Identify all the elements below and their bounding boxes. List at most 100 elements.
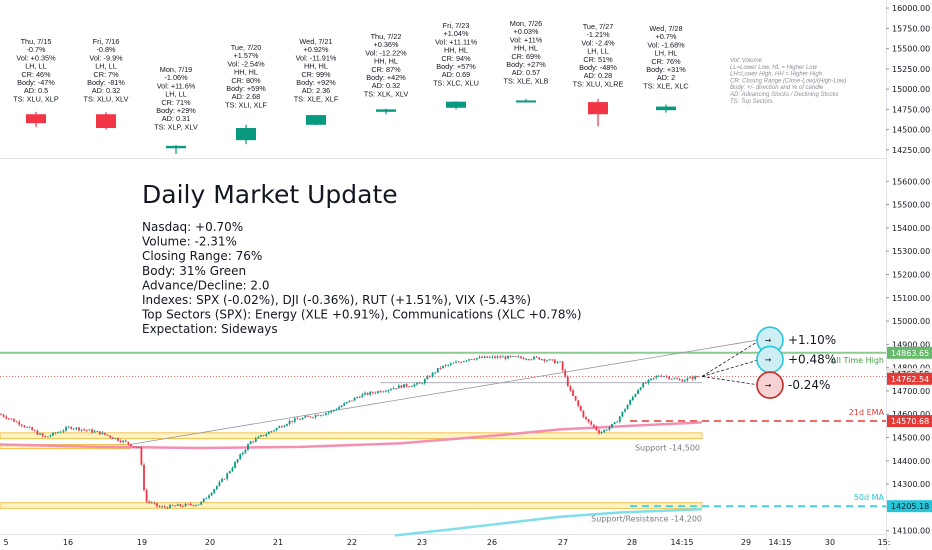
intraday-candle-body — [392, 388, 395, 390]
candle-annotation-line: CR: 51% — [583, 55, 613, 64]
intraday-candle-body — [603, 429, 606, 433]
candle-annotation-line: LH, LL — [95, 62, 117, 71]
intraday-candle-body — [626, 404, 629, 410]
candle-annotation-line: -1.21% — [586, 30, 610, 39]
update-line: Closing Range: 76% — [142, 249, 262, 263]
candle-annotation-line: Wed, 7/28 — [649, 24, 682, 33]
projection-label: +1.10% — [788, 333, 836, 347]
candle-annotation-line: AD: 0.57 — [512, 68, 540, 77]
intraday-candle-body — [418, 382, 421, 384]
legend-note-line: Vol: Volume — [730, 58, 763, 64]
lower-y-tick-label: 14300.00 — [892, 480, 930, 489]
intraday-candle-body — [517, 356, 520, 358]
intraday-candle-body — [530, 359, 533, 361]
projection-dash — [701, 339, 761, 377]
intraday-candle-body — [106, 434, 109, 436]
intraday-candle-body — [221, 478, 223, 482]
intraday-candle-body — [10, 418, 13, 420]
candle-annotation-line: AD: 0.32 — [372, 81, 400, 90]
lower-y-tick-label: 15400.00 — [892, 224, 930, 233]
intraday-candle-body — [78, 427, 80, 431]
intraday-candle-body — [187, 503, 190, 505]
intraday-candle-body — [163, 506, 166, 508]
update-line: Indexes: SPX (-0.02%), DJI (-0.36%), RUT… — [142, 293, 531, 307]
intraday-candle-body — [387, 389, 390, 392]
daily-candle-group — [446, 101, 466, 110]
intraday-candle-body — [475, 358, 478, 360]
candle-annotation-line: TS: XLE, XLB — [503, 76, 548, 85]
intraday-candle-body — [236, 459, 239, 463]
upper-y-tick-label: 16000.00 — [892, 4, 930, 13]
price-tag-bg — [887, 346, 932, 359]
intraday-candle-body — [65, 427, 67, 431]
intraday-candle-body — [540, 359, 543, 360]
intraday-candles — [0, 354, 699, 510]
intraday-candle-body — [299, 419, 301, 421]
intraday-candle-body — [556, 362, 559, 364]
intraday-candle-body — [67, 426, 70, 428]
intraday-candle-body — [460, 361, 463, 363]
price-tag-text: 14205.18 — [891, 502, 929, 511]
intraday-candle-body — [192, 504, 195, 506]
candle-annotation-line: -1.06% — [164, 73, 188, 82]
intraday-candle-body — [486, 356, 489, 358]
intraday-candle-body — [535, 356, 538, 358]
intraday-candle-body — [514, 356, 517, 357]
intraday-candle-body — [46, 436, 49, 438]
daily-candle-body — [236, 128, 256, 141]
intraday-candle-body — [369, 391, 372, 395]
intraday-candle-body — [288, 420, 291, 425]
intraday-candle-body — [127, 441, 130, 445]
intraday-candle-body — [395, 388, 398, 389]
candle-annotation-line: Fri, 7/23 — [443, 21, 470, 30]
candle-annotation-line: TS: XLU, XLV — [84, 94, 129, 103]
intraday-candle-body — [522, 357, 525, 360]
intraday-candle-body — [195, 505, 197, 506]
candle-annotation-line: Vol: +0.35% — [16, 53, 56, 62]
zone-label-support: Support -14,500 — [635, 444, 700, 453]
intraday-candle-body — [364, 392, 366, 395]
daily-candle-group — [656, 104, 676, 113]
daily-candle-group — [96, 112, 116, 130]
intraday-candle-body — [330, 410, 333, 413]
intraday-candle-body — [2, 414, 5, 417]
daily-candle-group — [26, 111, 46, 128]
intraday-candle-body — [579, 405, 582, 411]
intraday-candle-body — [72, 428, 75, 430]
intraday-candle-body — [543, 359, 546, 361]
intraday-candle-body — [226, 473, 229, 479]
x-tick-label: 26 — [487, 538, 497, 547]
x-tick-label: 22 — [347, 538, 357, 547]
candle-annotation-line: -0.7% — [26, 45, 46, 54]
candle-annotation-line: Vol: -2.4% — [581, 38, 615, 47]
intraday-candle-body — [546, 360, 548, 362]
intraday-candle-body — [49, 435, 52, 437]
intraday-candle-body — [504, 356, 507, 359]
intraday-candle-body — [371, 391, 374, 393]
intraday-candle-body — [257, 436, 260, 439]
legend-note-line: LL=Lower Low, HL = Higher Low — [730, 65, 818, 71]
intraday-candle-body — [109, 435, 112, 438]
daily-candle-body — [446, 101, 466, 108]
intraday-candle-body — [184, 503, 187, 507]
ma-50d-curve — [394, 508, 703, 537]
price-tag-bg — [887, 372, 932, 385]
intraday-candle-body — [340, 405, 343, 408]
intraday-candle-body — [210, 493, 213, 496]
x-tick-label: 16 — [63, 538, 73, 547]
update-line: Volume: -2.31% — [142, 235, 237, 249]
lower-y-tick-label: 15200.00 — [892, 270, 930, 279]
candle-annotation-line: Body: +59% — [226, 84, 266, 93]
intraday-candle-body — [265, 434, 268, 436]
upper-y-tick-label: 15000.00 — [892, 85, 930, 94]
intraday-candle-body — [683, 380, 686, 382]
intraday-candle-body — [600, 432, 603, 434]
price-tag-bg — [887, 415, 932, 428]
intraday-candle-body — [158, 506, 161, 508]
intraday-candle-body — [561, 361, 564, 371]
intraday-candle-body — [249, 441, 252, 445]
candle-annotation-line: TS: XLP, XLV — [154, 122, 198, 131]
daily-candle-body — [376, 109, 396, 112]
candle-annotation-line: +0.03% — [514, 27, 539, 36]
intraday-candle-body — [408, 386, 411, 388]
